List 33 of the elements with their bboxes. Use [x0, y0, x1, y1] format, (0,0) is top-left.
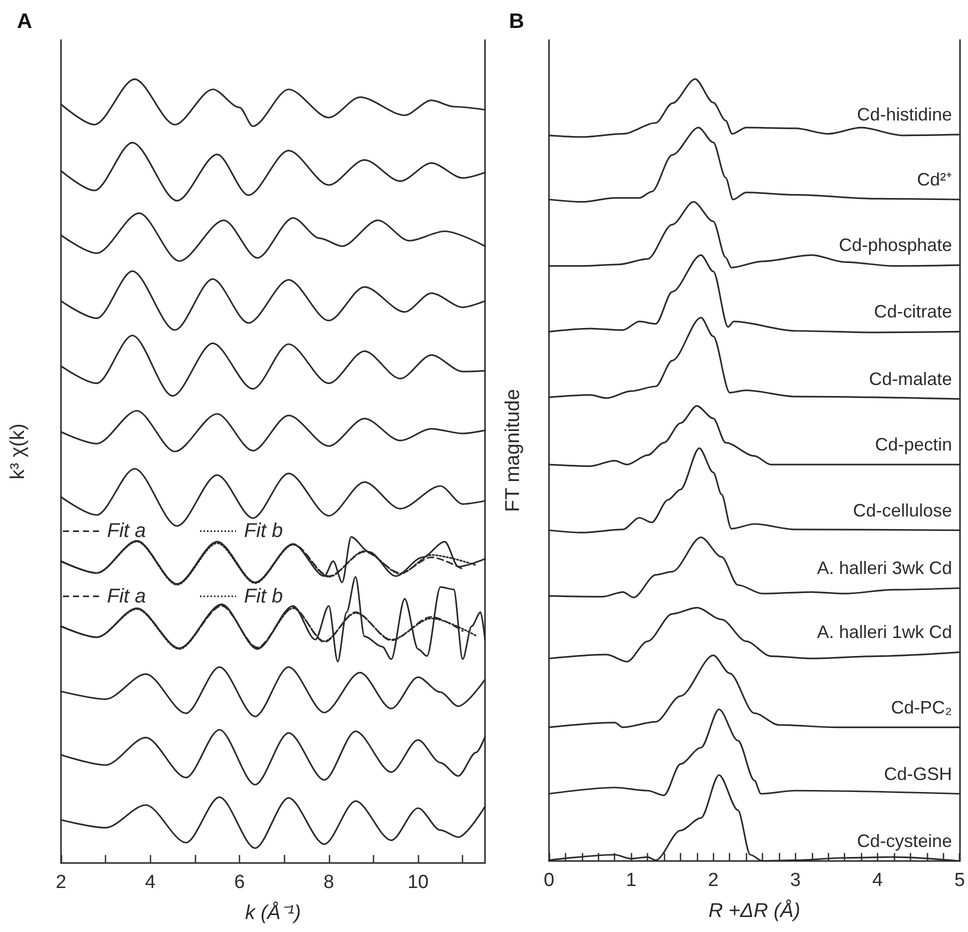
series-label: Cd²⁺: [916, 170, 952, 190]
series-label: A. halleri 1wk Cd: [816, 622, 952, 642]
legend-label: Fit b: [244, 585, 283, 608]
x-tick-label: 3: [790, 870, 801, 891]
x-tick-label: 6: [234, 872, 245, 893]
chart-title: B: [509, 10, 524, 33]
legend-label: Fit a: [107, 585, 146, 608]
x-tick-label: 8: [324, 872, 334, 893]
series-label: Cd-cysteine: [856, 831, 952, 851]
legend-label: Fit a: [107, 520, 146, 542]
x-axis-title: k (Å⁻¹): [245, 901, 301, 924]
x-tick-label: 5: [954, 870, 966, 891]
x-tick-label: 1: [626, 870, 636, 891]
series-label: Cd-GSH: [884, 764, 952, 784]
chart-title: A: [17, 10, 32, 33]
series-label: Cd-pectin: [874, 434, 952, 455]
y-axis-title: FT magnitude: [502, 388, 524, 512]
x-tick-label: 2: [56, 872, 66, 893]
series-label: A. halleri 3wk Cd: [816, 558, 952, 578]
series-label: Cd-histidine: [856, 104, 952, 125]
series-label: Cd-phosphate: [838, 235, 952, 256]
x-tick-label: 2: [708, 870, 719, 891]
series-label: Cd-citrate: [874, 302, 952, 322]
x-tick-label: 0: [544, 870, 554, 891]
x-tick-label: 4: [144, 872, 156, 893]
series-label: Cd-cellulose: [852, 500, 952, 520]
legend-label: Fit b: [244, 520, 283, 542]
x-tick-label: 4: [872, 870, 884, 891]
series-label: Cd-malate: [868, 368, 952, 389]
x-tick-label: 10: [407, 872, 429, 893]
series-label: Cd-PC₂: [891, 697, 952, 718]
x-axis-title: R +ΔR (Å): [708, 899, 800, 922]
y-axis-title: k³ χ(k): [7, 423, 29, 480]
